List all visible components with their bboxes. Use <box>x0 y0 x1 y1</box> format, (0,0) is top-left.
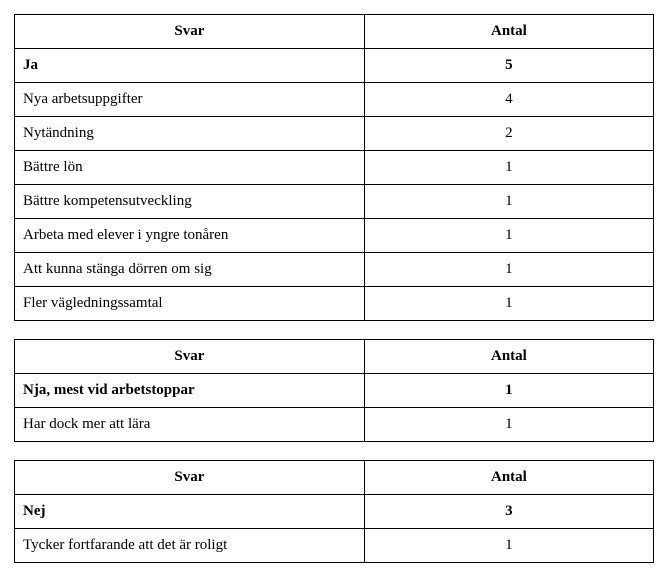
table-row: Tycker fortfarande att det är roligt1 <box>15 529 654 563</box>
data-table: SvarAntalNja, mest vid arbetstoppar1Har … <box>14 339 654 442</box>
table-row: Nya arbetsuppgifter4 <box>15 83 654 117</box>
row-value: 3 <box>364 495 653 529</box>
row-label: Ja <box>15 49 365 83</box>
row-value: 2 <box>364 117 653 151</box>
row-label: Bättre kompetensutveckling <box>15 185 365 219</box>
table-row: Har dock mer att lära1 <box>15 408 654 442</box>
row-label: Fler vägledningssamtal <box>15 287 365 321</box>
row-value: 1 <box>364 151 653 185</box>
row-value: 1 <box>364 529 653 563</box>
row-label: Har dock mer att lära <box>15 408 365 442</box>
row-label: Nya arbetsuppgifter <box>15 83 365 117</box>
row-label: Nja, mest vid arbetstoppar <box>15 374 365 408</box>
row-value: 4 <box>364 83 653 117</box>
table-row: Nja, mest vid arbetstoppar1 <box>15 374 654 408</box>
row-label: Att kunna stänga dörren om sig <box>15 253 365 287</box>
row-value: 1 <box>364 219 653 253</box>
table-header-row: SvarAntal <box>15 15 654 49</box>
table-header-row: SvarAntal <box>15 461 654 495</box>
row-value: 1 <box>364 374 653 408</box>
table-row: Bättre lön1 <box>15 151 654 185</box>
table-gap <box>14 442 654 460</box>
column-header-antal: Antal <box>364 461 653 495</box>
data-table: SvarAntalNej3Tycker fortfarande att det … <box>14 460 654 563</box>
column-header-antal: Antal <box>364 15 653 49</box>
data-table: SvarAntalJa5Nya arbetsuppgifter4Nytändni… <box>14 14 654 321</box>
table-row: Att kunna stänga dörren om sig1 <box>15 253 654 287</box>
table-row: Fler vägledningssamtal1 <box>15 287 654 321</box>
table-row: Nej3 <box>15 495 654 529</box>
row-label: Arbeta med elever i yngre tonåren <box>15 219 365 253</box>
row-value: 5 <box>364 49 653 83</box>
row-value: 1 <box>364 185 653 219</box>
row-label: Bättre lön <box>15 151 365 185</box>
column-header-svar: Svar <box>15 15 365 49</box>
table-row: Ja5 <box>15 49 654 83</box>
table-row: Bättre kompetensutveckling1 <box>15 185 654 219</box>
row-label: Tycker fortfarande att det är roligt <box>15 529 365 563</box>
row-label: Nytändning <box>15 117 365 151</box>
row-label: Nej <box>15 495 365 529</box>
table-row: Arbeta med elever i yngre tonåren1 <box>15 219 654 253</box>
tables-container: SvarAntalJa5Nya arbetsuppgifter4Nytändni… <box>14 14 654 563</box>
column-header-svar: Svar <box>15 461 365 495</box>
row-value: 1 <box>364 408 653 442</box>
row-value: 1 <box>364 253 653 287</box>
table-gap <box>14 321 654 339</box>
table-row: Nytändning2 <box>15 117 654 151</box>
row-value: 1 <box>364 287 653 321</box>
column-header-antal: Antal <box>364 340 653 374</box>
column-header-svar: Svar <box>15 340 365 374</box>
table-header-row: SvarAntal <box>15 340 654 374</box>
